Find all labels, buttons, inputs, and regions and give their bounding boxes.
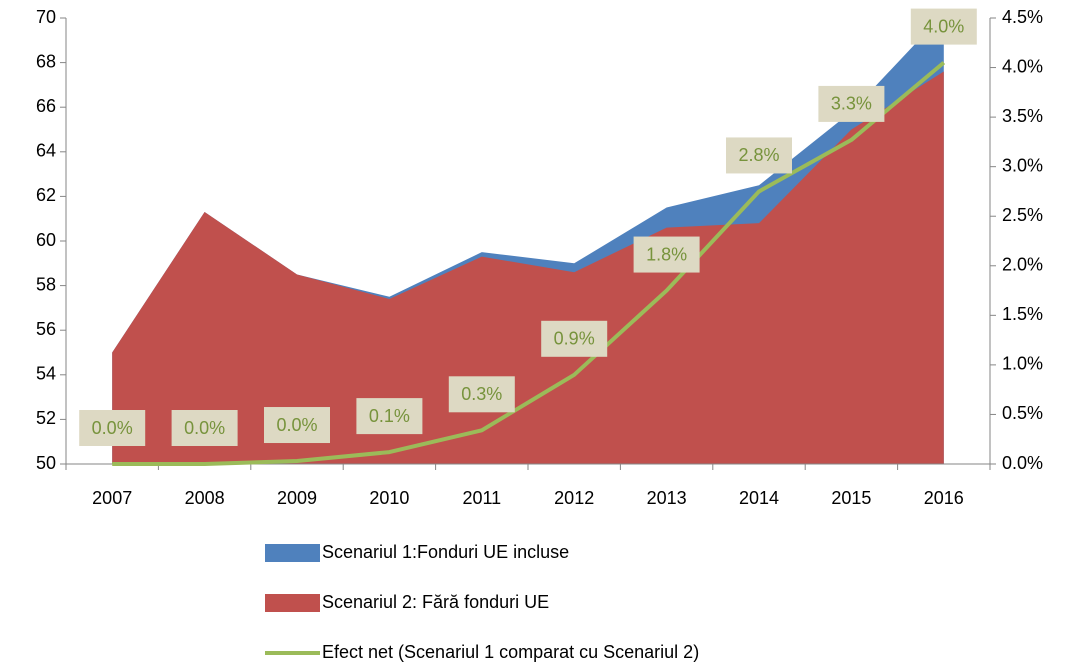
data-label-box xyxy=(541,320,608,357)
plot-area xyxy=(112,18,944,464)
data-label-box xyxy=(448,376,515,413)
y2-tick-label: 4.0% xyxy=(1002,56,1043,76)
line xyxy=(112,61,946,466)
y-tick-label: 56 xyxy=(36,319,56,339)
y2-tick-label: 3.5% xyxy=(1002,106,1043,126)
x-tick-label: 2009 xyxy=(277,488,317,508)
y-tick-label: 54 xyxy=(36,364,56,384)
y-tick-label: 64 xyxy=(36,141,56,161)
data-label: 3.3% xyxy=(831,94,872,114)
y-tick-label: 58 xyxy=(36,274,56,294)
data-label: 0.0% xyxy=(92,418,133,438)
y-tick-label: 70 xyxy=(36,7,56,27)
y2-tick-label: 2.5% xyxy=(1002,205,1043,225)
area xyxy=(112,71,944,464)
data-label-box xyxy=(910,8,977,45)
x-tick-label: 2013 xyxy=(647,488,687,508)
x-tick-label: 2008 xyxy=(185,488,225,508)
data-label-box xyxy=(79,410,146,446)
data-label: 0.0% xyxy=(184,418,225,438)
legend-swatch xyxy=(265,544,320,562)
y-tick-label: 62 xyxy=(36,185,56,205)
data-label-box xyxy=(726,137,792,174)
y-tick-label: 66 xyxy=(36,96,56,116)
data-label-box xyxy=(264,407,330,444)
x-tick-label: 2016 xyxy=(924,488,964,508)
y2-tick-label: 2.0% xyxy=(1002,255,1043,275)
data-label: 0.0% xyxy=(276,415,317,435)
x-tick-label: 2010 xyxy=(369,488,409,508)
y2-tick-label: 3.0% xyxy=(1002,155,1043,175)
legend-label: Scenariul 1:Fonduri UE incluse xyxy=(322,542,569,562)
data-label: 0.9% xyxy=(554,329,595,349)
legend-label: Scenariul 2: Fără fonduri UE xyxy=(322,592,549,612)
x-tick-label: 2011 xyxy=(462,488,501,508)
y-tick-label: 52 xyxy=(36,408,56,428)
y2-tick-label: 0.5% xyxy=(1002,403,1043,423)
legend-swatch xyxy=(265,594,320,612)
x-tick-label: 2007 xyxy=(92,488,132,508)
y2-tick-label: 1.5% xyxy=(1002,304,1043,324)
data-label: 0.1% xyxy=(369,406,410,426)
x-tick-label: 2014 xyxy=(739,488,779,508)
y-tick-label: 60 xyxy=(36,230,56,250)
x-tick-label: 2012 xyxy=(554,488,594,508)
data-label: 4.0% xyxy=(923,16,964,36)
data-label-box xyxy=(356,398,423,435)
y2-tick-label: 4.5% xyxy=(1002,7,1043,27)
x-tick-label: 2015 xyxy=(831,488,871,508)
data-label: 1.8% xyxy=(646,244,687,264)
data-label: 2.8% xyxy=(738,145,779,165)
data-label-box xyxy=(171,410,238,446)
data-label: 0.3% xyxy=(461,384,502,404)
y2-tick-label: 1.0% xyxy=(1002,354,1043,374)
y-tick-label: 68 xyxy=(36,51,56,71)
legend-label: Efect net (Scenariul 1 comparat cu Scena… xyxy=(322,642,699,662)
data-label-box xyxy=(818,85,885,122)
y2-tick-label: 0.0% xyxy=(1002,453,1043,473)
y-tick-label: 50 xyxy=(36,453,56,473)
data-label-box xyxy=(633,236,700,273)
